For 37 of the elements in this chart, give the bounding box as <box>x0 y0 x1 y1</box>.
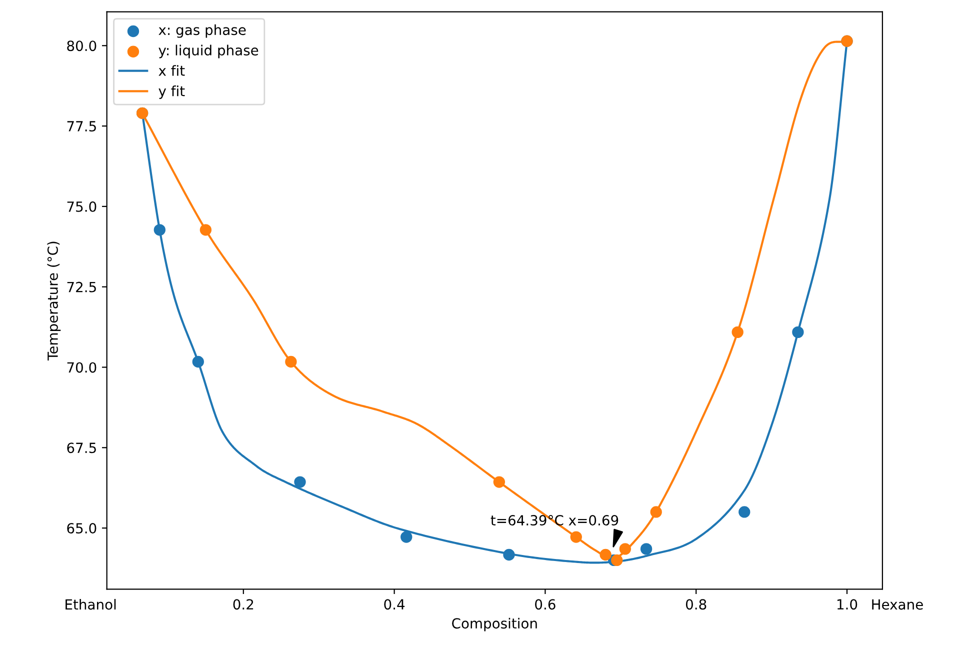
point <box>611 554 623 566</box>
text: Ethanol <box>66 598 116 610</box>
text: Hexane <box>872 599 923 610</box>
y-tick-label: 67.5 <box>67 442 96 454</box>
x-tick-label: 0.6 <box>535 599 556 610</box>
point <box>792 326 804 338</box>
x-axis-title: Composition <box>452 618 537 632</box>
y-tick-label: 65.0 <box>67 523 96 534</box>
point <box>732 326 744 338</box>
point <box>493 476 506 488</box>
y-tick-label: 72.5 <box>67 282 96 292</box>
y-axis-title: Temperature (°C) <box>47 242 61 360</box>
y-tick-label: 80.0 <box>67 40 96 52</box>
x-tick-label: 0.8 <box>686 599 706 610</box>
point <box>503 548 515 561</box>
point <box>285 356 297 368</box>
point <box>738 506 750 518</box>
point <box>619 543 632 555</box>
point <box>650 506 662 518</box>
x-tick-label: 1.0 <box>837 599 858 610</box>
point <box>400 531 412 543</box>
x-tick-label: 0.2 <box>233 599 254 610</box>
point <box>294 476 306 488</box>
point <box>192 356 204 368</box>
legend-label: y fit <box>158 86 185 99</box>
legend-label: x fit <box>158 65 185 76</box>
legend-label: x: gas phase <box>158 24 246 38</box>
y-tick-label: 70.0 <box>67 362 96 373</box>
point <box>200 224 212 236</box>
legend-label: y: liquid phase <box>158 44 258 58</box>
point <box>570 531 582 543</box>
point <box>600 548 612 561</box>
point <box>640 543 652 555</box>
y-tick-label: 77.5 <box>67 121 96 132</box>
point <box>154 224 166 236</box>
x-tick-label: 0.4 <box>384 599 405 610</box>
y-tick-label: 75.0 <box>67 201 96 212</box>
